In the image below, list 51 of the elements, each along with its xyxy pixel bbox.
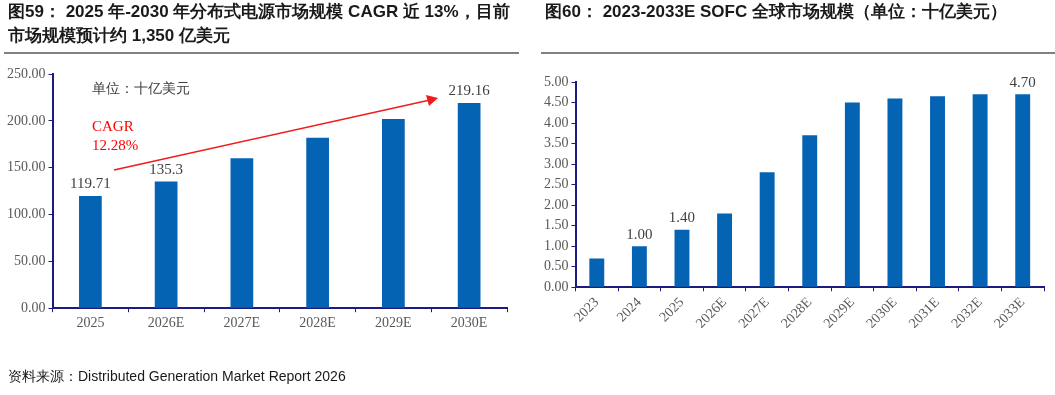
bar bbox=[457, 102, 481, 308]
bar bbox=[154, 181, 178, 308]
annotation: 单位：十亿美元 bbox=[92, 80, 190, 98]
bar bbox=[930, 96, 945, 287]
bar bbox=[382, 118, 405, 308]
y-tick-label: 200.00 bbox=[7, 112, 46, 128]
y-tick-label: 100.00 bbox=[7, 206, 46, 222]
y-tick-label: 3.00 bbox=[544, 155, 569, 171]
x-tick-label: 2028E bbox=[299, 315, 336, 331]
y-tick-label: 1.50 bbox=[544, 217, 569, 233]
y-tick-label: 0.50 bbox=[544, 258, 569, 274]
bar bbox=[631, 246, 647, 287]
bar bbox=[717, 213, 733, 287]
bar bbox=[79, 196, 102, 308]
y-tick-label: 150.00 bbox=[7, 159, 46, 175]
bar bbox=[306, 137, 329, 308]
bar bbox=[887, 98, 903, 287]
bar bbox=[1015, 94, 1031, 287]
y-tick-label: 50.00 bbox=[14, 253, 46, 269]
y-tick-label: 250.00 bbox=[7, 65, 46, 81]
bar bbox=[230, 158, 254, 308]
x-tick-label: 2030E bbox=[450, 315, 488, 331]
bar bbox=[759, 172, 775, 287]
annotation: CAGR 12.28% bbox=[92, 117, 140, 155]
y-tick-label: 0.00 bbox=[544, 278, 569, 294]
data-label: 219.16 bbox=[448, 82, 491, 99]
text: 资料来源：Distributed Generation Market Report 2026 bbox=[8, 368, 346, 386]
x-tick-label: 2025 bbox=[76, 315, 105, 331]
data-label: 119.71 bbox=[70, 175, 111, 192]
x-tick-label: 2027E bbox=[223, 315, 261, 331]
bar bbox=[674, 229, 690, 287]
data-label: 1.00 bbox=[626, 225, 653, 242]
data-label: 135.3 bbox=[149, 160, 183, 177]
data-label: 1.40 bbox=[668, 209, 696, 226]
chart-title: 图59： 2025 年-2030 年分布式电源市场规模 CAGR 近 13%，目前市场规模预计约 1,350 亿美元 bbox=[7, 1, 511, 47]
y-tick-label: 2.50 bbox=[544, 176, 569, 192]
chart-title: 图60： 2023-2033E SOFC 全球市场规模（单位：十亿美元） bbox=[544, 1, 1008, 23]
y-tick-label: 1.00 bbox=[544, 237, 569, 253]
bar bbox=[589, 258, 605, 287]
bar bbox=[802, 135, 818, 287]
y-tick-label: 0.00 bbox=[21, 299, 46, 315]
bar bbox=[972, 94, 988, 287]
data-label: 4.70 bbox=[1009, 73, 1036, 90]
x-tick-label: 2026E bbox=[147, 315, 185, 331]
x-tick-label: 2029E bbox=[375, 315, 412, 331]
y-tick-label: 5.00 bbox=[544, 73, 569, 89]
y-tick-label: 4.50 bbox=[544, 94, 569, 110]
y-tick-label: 2.00 bbox=[544, 196, 569, 212]
bar bbox=[844, 102, 860, 287]
y-tick-label: 3.50 bbox=[544, 135, 569, 151]
y-tick-label: 4.00 bbox=[544, 114, 569, 130]
